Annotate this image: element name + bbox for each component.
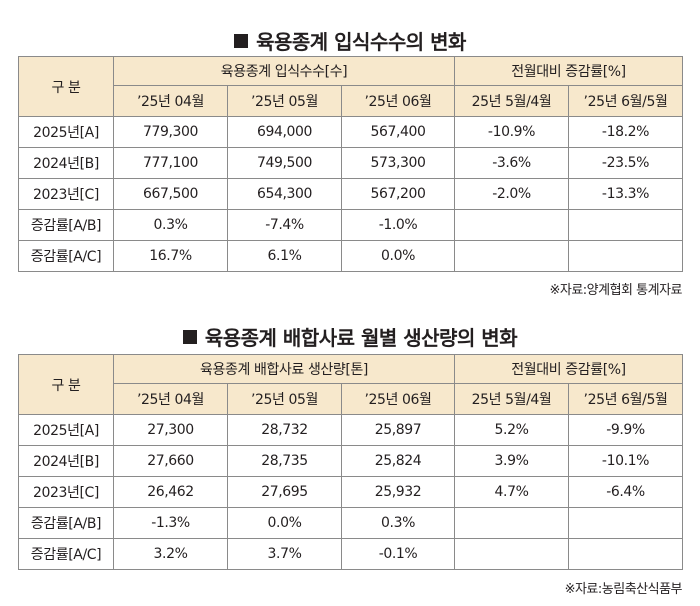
table-cell: 27,660: [113, 445, 228, 477]
table-cell: -10.9%: [454, 116, 569, 148]
table-cell: 0.3%: [113, 209, 228, 241]
row-label: 증감률[A/C]: [18, 240, 114, 272]
row-label: 증감률[A/C]: [18, 538, 114, 570]
table-cell: -9.9%: [568, 414, 683, 446]
table2-subheader: ’25년 6월/5월: [568, 383, 683, 415]
table-cell: 27,695: [227, 476, 342, 508]
table1-subheader: ’25년 6월/5월: [568, 85, 683, 117]
table-cell: 26,462: [113, 476, 228, 508]
table2-header-group2: 전월대비 증감률[%]: [454, 354, 683, 384]
row-label: 증감률[A/B]: [18, 507, 114, 539]
table-cell: -0.1%: [341, 538, 455, 570]
table2-title: 육용종계 배합사료 월별 생산량의 변화: [0, 322, 700, 351]
table-cell: 779,300: [113, 116, 228, 148]
table-cell: -6.4%: [568, 476, 683, 508]
table1-subheader: ’25년 05월: [227, 85, 342, 117]
table-row: 2024년[B] 777,100 749,500 573,300 -3.6% -…: [18, 147, 683, 179]
table2-subheader: ’25년 06월: [341, 383, 455, 415]
row-label: 증감률[A/B]: [18, 209, 114, 241]
table-cell: [454, 240, 569, 272]
table-row: 증감률[A/C] 3.2% 3.7% -0.1%: [18, 538, 683, 570]
table-cell: -13.3%: [568, 178, 683, 210]
table-cell: 25,824: [341, 445, 455, 477]
table-cell: 573,300: [341, 147, 455, 179]
table-cell: 0.3%: [341, 507, 455, 539]
table-row: 2025년[A] 779,300 694,000 567,400 -10.9% …: [18, 116, 683, 148]
row-label: 2025년[A]: [18, 414, 114, 446]
table-cell: 0.0%: [227, 507, 342, 539]
table2-subheader: ’25년 04월: [113, 383, 228, 415]
table-cell: -10.1%: [568, 445, 683, 477]
table2-header-group1: 육용종계 배합사료 생산량[톤]: [113, 354, 455, 384]
table-cell: [454, 538, 569, 570]
table2-subheader: 25년 5월/4월: [454, 383, 569, 415]
table1-title: 육용종계 입식수수의 변화: [0, 26, 700, 55]
table-row: 2025년[A] 27,300 28,732 25,897 5.2% -9.9%: [18, 414, 683, 446]
table-cell: 654,300: [227, 178, 342, 210]
table-row: 2023년[C] 26,462 27,695 25,932 4.7% -6.4%: [18, 476, 683, 508]
table-cell: 6.1%: [227, 240, 342, 272]
table-cell: -23.5%: [568, 147, 683, 179]
square-bullet-icon: [234, 34, 249, 48]
table2-subheader: ’25년 05월: [227, 383, 342, 415]
table-cell: -1.0%: [341, 209, 455, 241]
row-label: 2023년[C]: [18, 178, 114, 210]
table-cell: [568, 538, 683, 570]
square-bullet-icon: [182, 330, 197, 344]
table-row: 증감률[A/C] 16.7% 6.1% 0.0%: [18, 240, 683, 272]
table-cell: -7.4%: [227, 209, 342, 241]
table2: 구 분 육용종계 배합사료 생산량[톤] 전월대비 증감률[%] ’25년 04…: [18, 354, 683, 570]
table-cell: 667,500: [113, 178, 228, 210]
table-cell: 5.2%: [454, 414, 569, 446]
table-row: 증감률[A/B] -1.3% 0.0% 0.3%: [18, 507, 683, 539]
row-label: 2025년[A]: [18, 116, 114, 148]
table1: 구 분 육용종계 입식수수[수] 전월대비 증감률[%] ’25년 04월 ’2…: [18, 56, 683, 272]
row-label: 2023년[C]: [18, 476, 114, 508]
table-cell: -2.0%: [454, 178, 569, 210]
table-cell: -1.3%: [113, 507, 228, 539]
table-cell: 3.7%: [227, 538, 342, 570]
table-cell: 16.7%: [113, 240, 228, 272]
table1-header-category: 구 분: [18, 56, 114, 117]
table-cell: 567,400: [341, 116, 455, 148]
table1-header-group2: 전월대비 증감률[%]: [454, 56, 683, 86]
table-row: 2023년[C] 667,500 654,300 567,200 -2.0% -…: [18, 178, 683, 210]
table-cell: -18.2%: [568, 116, 683, 148]
row-label: 2024년[B]: [18, 147, 114, 179]
table-cell: 4.7%: [454, 476, 569, 508]
table-cell: 28,732: [227, 414, 342, 446]
table-cell: 27,300: [113, 414, 228, 446]
table-cell: 749,500: [227, 147, 342, 179]
table1-subheader: ’25년 06월: [341, 85, 455, 117]
table-cell: [568, 240, 683, 272]
table-row: 2024년[B] 27,660 28,735 25,824 3.9% -10.1…: [18, 445, 683, 477]
table-cell: -3.6%: [454, 147, 569, 179]
table1-source: ※자료:양계협회 통계자료: [549, 283, 682, 298]
table-cell: [454, 507, 569, 539]
table-cell: 567,200: [341, 178, 455, 210]
table-cell: 694,000: [227, 116, 342, 148]
table-cell: 0.0%: [341, 240, 455, 272]
table2-header-category: 구 분: [18, 354, 114, 415]
table-cell: [568, 507, 683, 539]
table-cell: 25,932: [341, 476, 455, 508]
table1-header-group1: 육용종계 입식수수[수]: [113, 56, 455, 86]
table-row: 증감률[A/B] 0.3% -7.4% -1.0%: [18, 209, 683, 241]
table1-subheader: ’25년 04월: [113, 85, 228, 117]
table2-source: ※자료:농림축산식품부: [564, 582, 683, 597]
table-cell: 25,897: [341, 414, 455, 446]
row-label: 2024년[B]: [18, 445, 114, 477]
table-cell: 3.9%: [454, 445, 569, 477]
table1-subheader: 25년 5월/4월: [454, 85, 569, 117]
table-cell: 777,100: [113, 147, 228, 179]
table-cell: 28,735: [227, 445, 342, 477]
table-cell: [568, 209, 683, 241]
table-cell: 3.2%: [113, 538, 228, 570]
table-cell: [454, 209, 569, 241]
